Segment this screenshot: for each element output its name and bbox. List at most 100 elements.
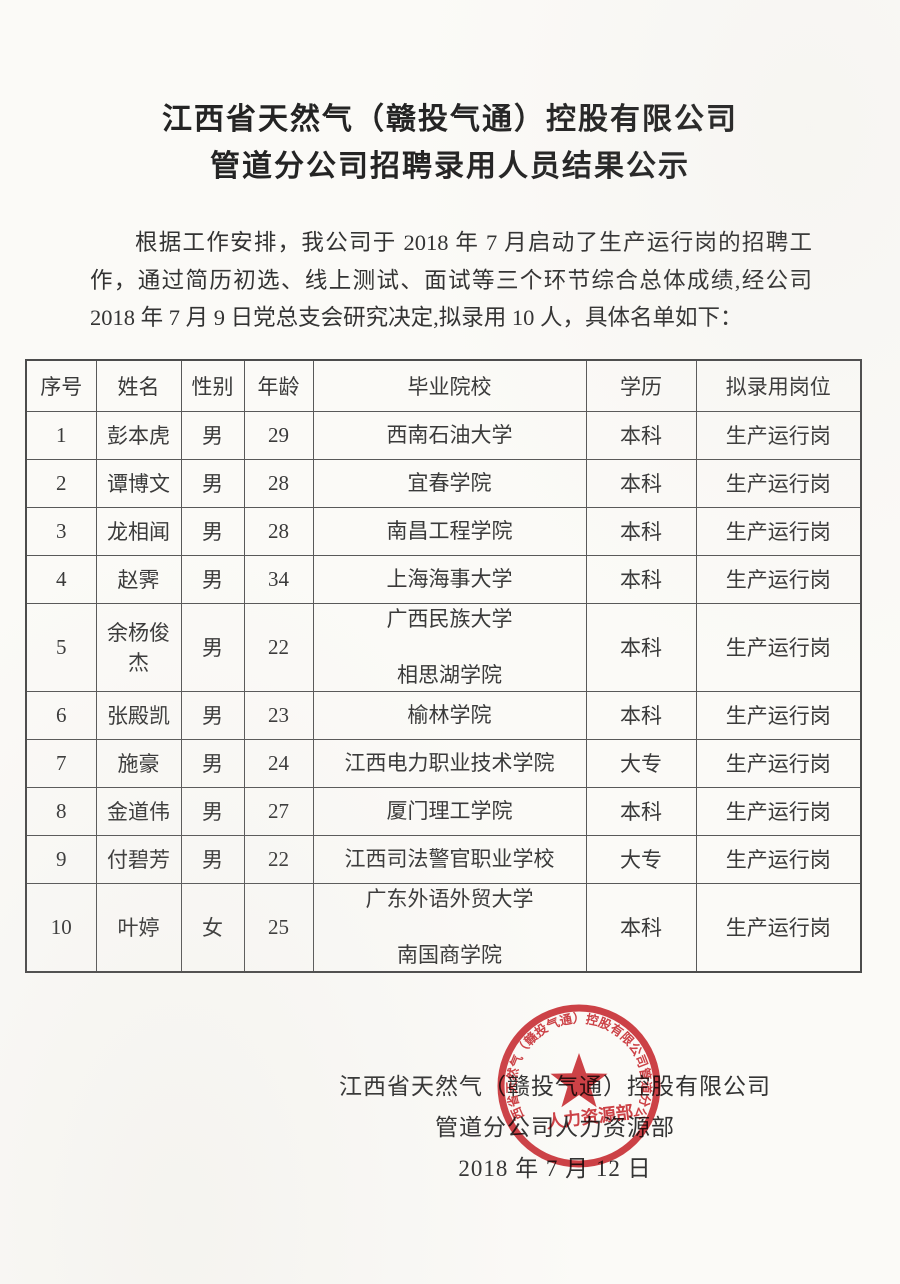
cell-name: 彭本虎 [95,410,182,460]
cell-no: 8 [25,786,97,836]
school-line: 南昌工程学院 [386,518,513,543]
table-row: 6 张殿凯男 23 榆林学院 本科 生产运行岗 [25,690,862,740]
cell-degree: 本科 [585,458,697,508]
school-line: 广东外语外贸大学 [365,886,534,911]
cell-name: 叶婷 [95,882,182,972]
table-header: 序号 姓名 性别 年龄 毕业院校 学历 拟录用岗位 [25,359,862,412]
cell-degree: 本科 [585,602,697,692]
cell-degree: 本科 [585,786,697,836]
table-row: 7 施豪男 24 江西电力职业技术学院 大专 生产运行岗 [25,738,862,788]
cell-position: 生产运行岗 [695,506,862,556]
column-header-gender: 性别 [180,359,245,412]
cell-gender: 男 [180,458,245,508]
cell-school: 上海海事大学 [312,554,587,604]
cell-degree: 本科 [585,690,697,740]
cell-age: 28 [243,458,314,508]
intro-paragraph: 根据工作安排，我公司于 2018 年 7 月启动了生产运行岗的招聘工作，通过简历… [90,230,812,330]
column-header-degree: 学历 [585,359,697,412]
cell-gender: 男 [180,738,245,788]
cell-gender: 男 [180,602,245,692]
cell-no: 9 [25,834,97,884]
cell-school: 广西民族大学 相思湖学院 [312,602,587,692]
table-row: 5 余杨俊杰男 22 广西民族大学 相思湖学院 本科 生产运行岗 [25,602,862,692]
cell-school: 江西电力职业技术学院 [312,738,587,788]
school-line: 上海海事大学 [386,566,513,591]
cell-position: 生产运行岗 [695,690,862,740]
header-row: 序号 姓名 性别 年龄 毕业院校 学历 拟录用岗位 [25,359,862,412]
school-line: 广西民族大学 [386,606,513,631]
cell-age: 25 [243,882,314,972]
cell-position: 生产运行岗 [695,786,862,836]
column-header-no: 序号 [25,359,97,412]
signature-department: 管道分公司人力资源部 [435,1115,675,1140]
cell-school: 厦门理工学院 [312,786,587,836]
cell-gender: 女 [180,882,245,972]
table-row: 1 彭本虎男 29 西南石油大学 本科 生产运行岗 [25,410,862,460]
cell-name: 付碧芳 [95,834,182,884]
cell-school: 宜春学院 [312,458,587,508]
school-line: 相思湖学院 [397,662,502,687]
cell-degree: 本科 [585,410,697,460]
signature-block: 江西省天然气（赣投气通）控股有限公司 管道分公司人力资源部 2018 年 7 月… [320,1066,790,1189]
cell-position: 生产运行岗 [695,834,862,884]
table-row: 4 赵霁男 34 上海海事大学 本科 生产运行岗 [25,554,862,604]
cell-gender: 男 [180,786,245,836]
table-row: 10 叶婷女 25 广东外语外贸大学 南国商学院 本科 生产运行岗 [25,882,862,972]
cell-name: 龙相闻 [95,506,182,556]
cell-position: 生产运行岗 [695,458,862,508]
title-line-1: 江西省天然气（赣投气通）控股有限公司 [162,103,738,136]
cell-age: 22 [243,602,314,692]
table-row: 8 金道伟男 27 厦门理工学院 本科 生产运行岗 [25,786,862,836]
cell-name: 赵霁 [95,554,182,604]
cell-school: 榆林学院 [312,690,587,740]
signature-company: 江西省天然气（赣投气通）控股有限公司 [339,1074,771,1099]
school-line: 南国商学院 [397,942,502,967]
cell-school: 南昌工程学院 [312,506,587,556]
cell-degree: 本科 [585,882,697,972]
cell-school: 江西司法警官职业学校 [312,834,587,884]
school-line: 厦门理工学院 [386,798,513,823]
column-header-name: 姓名 [95,359,182,412]
column-header-school: 毕业院校 [312,359,587,412]
column-header-position: 拟录用岗位 [695,359,862,412]
school-line: 西南石油大学 [386,422,513,447]
recruitment-result-table: 序号 姓名 性别 年龄 毕业院校 学历 拟录用岗位 1 彭本虎男 29 西南石油大学本… [25,358,862,973]
cell-no: 10 [25,882,97,972]
cell-no: 2 [25,458,97,508]
cell-name: 施豪 [95,738,182,788]
title-line-2: 管道分公司招聘录用人员结果公示 [210,150,690,183]
cell-age: 23 [243,690,314,740]
cell-age: 29 [243,410,314,460]
cell-age: 27 [243,786,314,836]
cell-no: 1 [25,410,97,460]
school-line: 江西电力职业技术学院 [344,750,555,775]
school-line: 宜春学院 [407,470,492,495]
cell-degree: 本科 [585,506,697,556]
cell-degree: 大专 [585,738,697,788]
cell-name: 张殿凯 [95,690,182,740]
cell-gender: 男 [180,554,245,604]
cell-name: 金道伟 [95,786,182,836]
cell-no: 6 [25,690,97,740]
star-icon [550,1053,608,1108]
cell-no: 3 [25,506,97,556]
cell-gender: 男 [180,690,245,740]
cell-name: 谭博文 [95,458,182,508]
cell-degree: 本科 [585,554,697,604]
cell-age: 24 [243,738,314,788]
column-header-age: 年龄 [243,359,314,412]
cell-position: 生产运行岗 [695,554,862,604]
seal-center-text: 人力资源部 [545,1102,634,1133]
cell-no: 5 [25,602,97,692]
school-line: 榆林学院 [407,702,492,727]
cell-position: 生产运行岗 [695,738,862,788]
cell-position: 生产运行岗 [695,882,862,972]
cell-age: 22 [243,834,314,884]
school-line: 江西司法警官职业学校 [344,846,555,871]
table-row: 3 龙相闻男 28 南昌工程学院 本科 生产运行岗 [25,506,862,556]
cell-age: 28 [243,506,314,556]
cell-gender: 男 [180,410,245,460]
cell-gender: 男 [180,506,245,556]
